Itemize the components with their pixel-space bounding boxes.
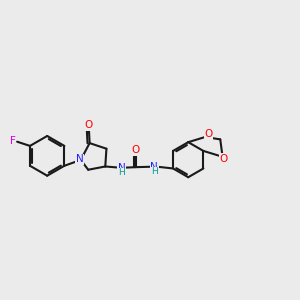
Text: O: O <box>85 120 93 130</box>
Text: H: H <box>118 168 125 177</box>
Text: N: N <box>118 163 125 173</box>
Text: F: F <box>10 136 16 146</box>
Text: H: H <box>151 167 158 176</box>
Text: N: N <box>76 154 83 164</box>
Text: O: O <box>204 129 213 139</box>
Text: O: O <box>220 154 228 164</box>
Text: O: O <box>131 146 140 155</box>
Text: N: N <box>151 162 158 172</box>
